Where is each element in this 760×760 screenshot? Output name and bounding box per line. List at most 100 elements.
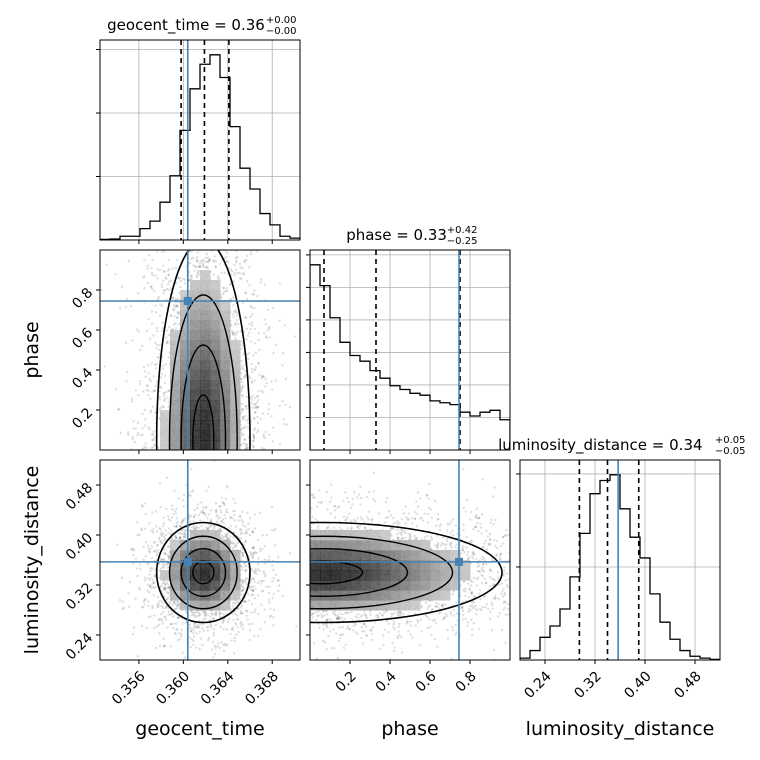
scatter-point <box>167 288 170 292</box>
scatter-point <box>213 612 216 615</box>
scatter-point <box>204 614 207 618</box>
scatter-point <box>278 443 282 446</box>
scatter-point <box>158 538 161 541</box>
scatter-point <box>195 526 198 529</box>
scatter-point <box>138 383 142 386</box>
scatter-point <box>244 447 248 450</box>
scatter-point <box>164 529 167 532</box>
scatter-point <box>251 530 254 534</box>
scatter-panel-geocent-time-vs-luminosity-distance <box>96 459 301 664</box>
scatter-point <box>175 525 179 528</box>
scatter-point <box>315 505 319 508</box>
scatter-point <box>172 512 175 516</box>
scatter-point <box>155 553 158 557</box>
scatter-point <box>134 557 137 560</box>
scatter-point <box>230 541 233 544</box>
scatter-point <box>139 380 142 383</box>
scatter-point <box>236 330 239 334</box>
scatter-point <box>241 301 245 304</box>
scatter-point <box>377 616 380 619</box>
scatter-point <box>260 377 263 380</box>
scatter-point <box>502 535 505 538</box>
scatter-point <box>246 280 249 283</box>
scatter-point <box>146 264 150 267</box>
scatter-point <box>176 616 180 620</box>
scatter-point <box>339 637 342 640</box>
scatter-point <box>206 266 209 270</box>
scatter-point <box>210 648 214 651</box>
scatter-point <box>240 359 243 363</box>
scatter-point <box>249 553 253 556</box>
scatter-point <box>235 633 238 636</box>
scatter-point <box>252 577 255 581</box>
scatter-point <box>191 256 195 259</box>
scatter-point <box>183 533 187 536</box>
scatter-point <box>149 584 152 588</box>
scatter-point <box>270 415 273 418</box>
scatter-point <box>189 494 192 497</box>
scatter-point <box>184 529 188 532</box>
scatter-point <box>156 277 159 280</box>
scatter-point <box>161 566 164 569</box>
scatter-point <box>225 612 228 615</box>
scatter-point <box>170 622 173 626</box>
scatter-point <box>209 519 212 523</box>
scatter-point <box>243 363 247 366</box>
hist-step-phase <box>310 264 510 450</box>
scatter-point <box>145 446 148 450</box>
scatter-point <box>162 522 166 525</box>
scatter-point <box>155 551 158 554</box>
scatter-point <box>236 314 239 317</box>
scatter-point <box>231 547 235 550</box>
scatter-point <box>227 260 230 263</box>
scatter-point <box>325 526 329 529</box>
density-cell <box>180 420 191 431</box>
scatter-point <box>198 262 202 265</box>
scatter-point <box>196 272 199 275</box>
scatter-point <box>222 612 225 616</box>
scatter-point <box>161 563 164 566</box>
density-cell <box>200 590 211 601</box>
scatter-point <box>244 444 248 447</box>
scatter-point <box>253 570 256 573</box>
scatter-point <box>241 566 244 569</box>
scatter-point <box>176 311 179 314</box>
scatter-point <box>234 525 238 528</box>
scatter-point <box>263 283 266 286</box>
scatter-point <box>176 520 179 523</box>
scatter-point <box>167 610 170 613</box>
scatter-point <box>164 276 167 279</box>
scatter-point <box>244 291 247 294</box>
scatter-point <box>311 515 314 518</box>
scatter-point <box>167 583 170 586</box>
scatter-point <box>234 337 237 341</box>
panel-frame <box>309 249 511 451</box>
scatter-point <box>155 530 159 533</box>
scatter-point <box>252 433 255 436</box>
scatter-point <box>163 399 166 402</box>
scatter-point <box>163 398 166 401</box>
scatter-point <box>164 534 167 537</box>
scatter-point <box>190 627 194 630</box>
scatter-point <box>204 514 207 517</box>
scatter-point <box>184 621 188 625</box>
scatter-point <box>475 584 479 587</box>
scatter-point <box>420 606 423 609</box>
scatter-point <box>163 563 166 567</box>
scatter-point <box>258 569 261 573</box>
scatter-point <box>188 623 191 626</box>
density-cell <box>230 410 241 421</box>
density-cell <box>190 350 201 361</box>
scatter-point <box>259 281 263 284</box>
density-cell <box>180 360 191 371</box>
scatter-point <box>246 577 249 580</box>
scatter-point <box>234 623 238 626</box>
scatter-point <box>225 287 229 290</box>
scatter-point <box>160 604 163 608</box>
density-cell <box>210 570 221 581</box>
density-cell <box>190 600 201 611</box>
scatter-point <box>234 331 238 335</box>
density-cell <box>210 540 221 551</box>
scatter-point <box>496 615 500 618</box>
density-cell <box>170 340 181 351</box>
